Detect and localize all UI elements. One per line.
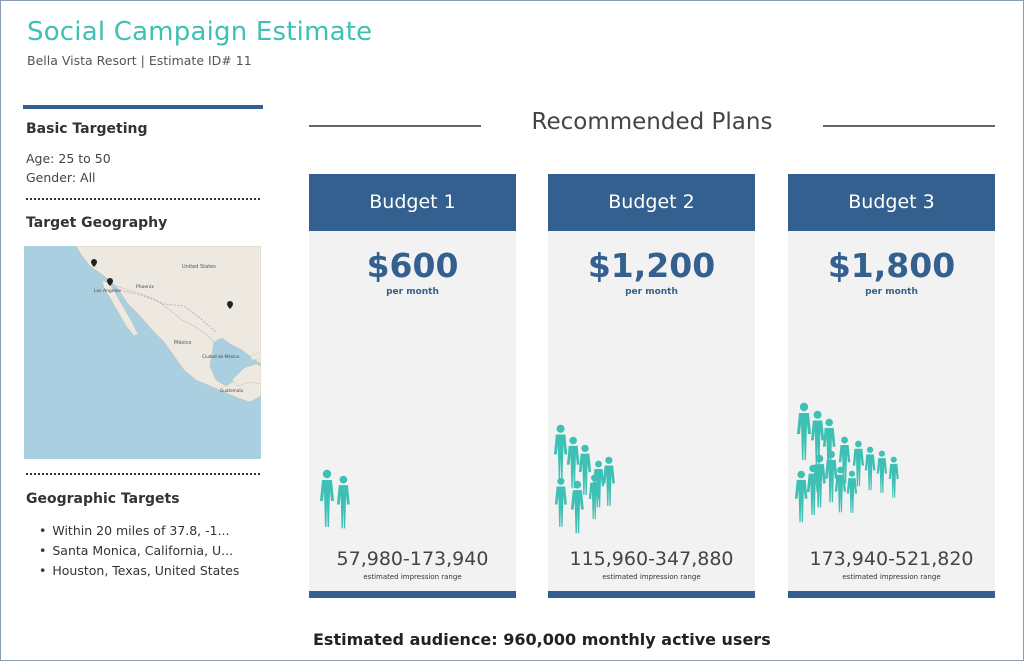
map-label-phoenix: Phoenix [136, 284, 154, 290]
person-silhouette-icon [602, 456, 615, 506]
map-graphic: United States Los Angeles Phoenix México… [24, 246, 261, 459]
impression-range-label: estimated impression range [842, 573, 941, 581]
impression-range: 173,940-521,820 [809, 548, 974, 570]
person-silhouette-icon [824, 450, 838, 503]
person-silhouette-icon [852, 440, 864, 487]
person-silhouette-icon [810, 410, 825, 466]
recommended-plans-heading: Recommended Plans [531, 109, 773, 135]
plan-card-budget-3[interactable]: Budget 3 $1,800 per month 173,940-521,82… [788, 174, 995, 598]
page-subtitle: Bella Vista Resort | Estimate ID# 11 [27, 53, 252, 68]
gender-text: Gender: All [26, 170, 96, 185]
person-silhouette-icon [797, 402, 811, 460]
person-silhouette-icon [554, 477, 567, 527]
targeting-sidebar: Basic Targeting Age: 25 to 50 Gender: Al… [23, 105, 263, 578]
plan-period: per month [625, 287, 678, 297]
person-silhouette-icon [320, 469, 334, 527]
audience-people-illustration [553, 424, 615, 534]
plan-name: Budget 3 [788, 174, 995, 231]
geographic-target-list: Within 20 miles of 37.8, -1... Santa Mon… [39, 521, 239, 581]
plan-card-footer-bar [309, 591, 516, 598]
plan-period: per month [865, 287, 918, 297]
person-silhouette-icon [822, 418, 836, 471]
map-label-los-angeles: Los Angeles [94, 288, 122, 294]
plan-price: $1,800 [827, 246, 956, 285]
plan-card-budget-1[interactable]: Budget 1 $600 per month 57,980-173,940 e… [309, 174, 516, 598]
geographic-targets-heading: Geographic Targets [26, 491, 180, 507]
age-range-text: Age: 25 to 50 [26, 151, 111, 166]
list-item: Within 20 miles of 37.8, -1... [39, 521, 239, 541]
person-silhouette-icon [336, 475, 350, 529]
list-item: Houston, Texas, United States [39, 561, 239, 581]
section-divider [26, 198, 260, 200]
plan-period: per month [386, 287, 439, 297]
person-silhouette-icon [794, 470, 808, 523]
person-silhouette-icon [806, 464, 820, 516]
basic-targeting-heading: Basic Targeting [26, 121, 148, 137]
target-geography-heading: Target Geography [26, 215, 168, 231]
map-pin-icon [91, 259, 97, 267]
plan-price: $600 [366, 246, 459, 285]
impression-range: 115,960-347,880 [569, 548, 734, 570]
person-silhouette-icon [888, 456, 899, 498]
person-silhouette-icon [592, 460, 605, 508]
map-label-guatemala: Guatemala [220, 388, 243, 393]
plan-card-footer-bar [788, 591, 995, 598]
plan-card-budget-2[interactable]: Budget 2 $1,200 per month 115,960-347,88… [548, 174, 755, 598]
person-silhouette-icon [553, 424, 568, 480]
list-item: Santa Monica, California, U... [39, 541, 239, 561]
person-silhouette-icon [834, 466, 846, 513]
plan-price: $1,200 [587, 246, 716, 285]
person-silhouette-icon [566, 436, 580, 489]
audience-people-illustration [320, 469, 350, 529]
section-divider [26, 473, 260, 475]
map-label-mexico: México [174, 339, 191, 346]
map-label-ciudad-de-mexico: Ciudad de México [202, 354, 240, 359]
person-silhouette-icon [570, 480, 584, 534]
target-geography-map[interactable]: United States Los Angeles Phoenix México… [24, 246, 261, 459]
plan-name: Budget 1 [309, 174, 516, 231]
audience-people-illustration [794, 402, 899, 523]
impression-range: 57,980-173,940 [336, 548, 489, 570]
person-silhouette-icon [812, 454, 826, 508]
person-silhouette-icon [864, 446, 876, 491]
plan-name: Budget 2 [548, 174, 755, 231]
sidebar-top-rule [23, 105, 263, 109]
person-silhouette-icon [876, 450, 888, 493]
impression-range-label: estimated impression range [602, 573, 701, 581]
map-label-united-states: United States [182, 264, 216, 270]
map-pin-icon [227, 301, 233, 309]
map-pin-icon [107, 278, 113, 286]
page-title: Social Campaign Estimate [27, 17, 373, 47]
heading-rule-left [309, 125, 481, 127]
heading-rule-right [823, 125, 995, 127]
person-silhouette-icon [588, 474, 600, 520]
person-silhouette-icon [838, 436, 851, 484]
person-silhouette-icon [846, 470, 858, 513]
plan-card-footer-bar [548, 591, 755, 598]
person-silhouette-icon [578, 444, 592, 496]
impression-range-label: estimated impression range [363, 573, 462, 581]
estimated-audience-text: Estimated audience: 960,000 monthly acti… [313, 630, 771, 649]
